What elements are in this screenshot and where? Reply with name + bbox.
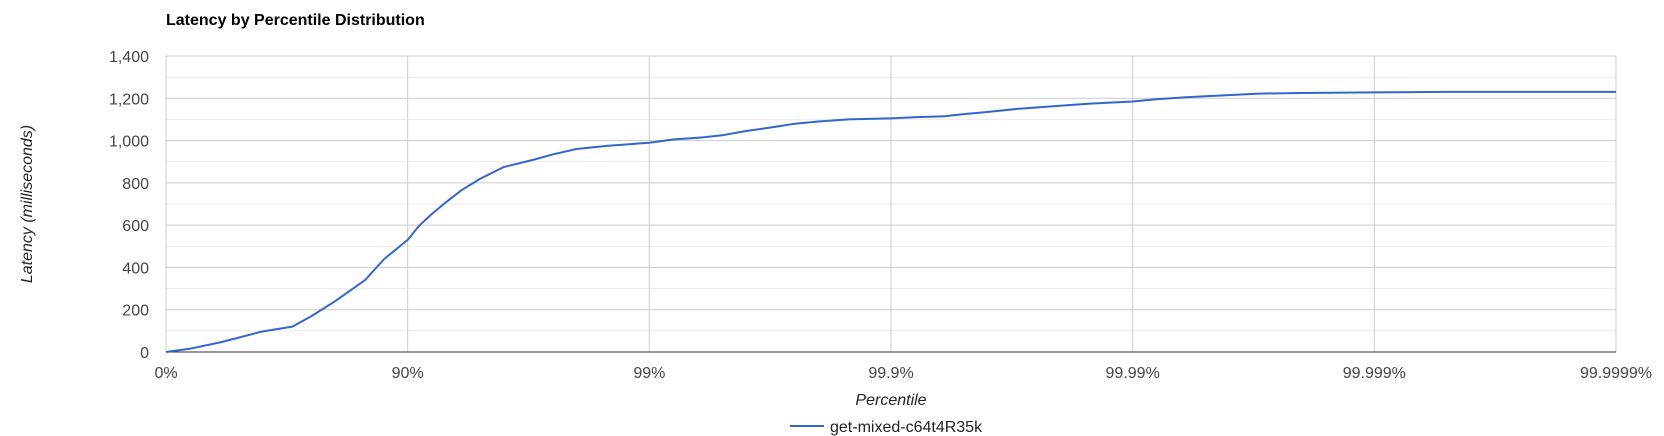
y-tick-label: 800 bbox=[122, 176, 149, 193]
legend-label: get-mixed-c64t4R35k bbox=[830, 419, 983, 436]
x-axis-ticks: 0% 90% 99% 99.9% 99.99% 99.999% 99.9999% bbox=[154, 365, 1652, 382]
grid bbox=[165, 55, 1617, 353]
y-tick-label: 0 bbox=[140, 345, 149, 362]
legend[interactable]: get-mixed-c64t4R35k bbox=[790, 419, 983, 436]
x-tick-label: 99.99% bbox=[1106, 365, 1160, 382]
x-axis-title: Percentile bbox=[855, 392, 926, 409]
series-layer bbox=[165, 90, 1616, 353]
x-tick-label: 99.9999% bbox=[1580, 365, 1652, 382]
chart-title: Latency by Percentile Distribution bbox=[166, 12, 425, 29]
y-tick-label: 400 bbox=[122, 260, 149, 277]
x-tick-label: 99.9% bbox=[868, 365, 913, 382]
x-tick-label: 0% bbox=[154, 365, 177, 382]
y-tick-label: 1,400 bbox=[109, 49, 149, 66]
x-tick-label: 99% bbox=[633, 365, 665, 382]
series-line bbox=[165, 90, 1616, 353]
y-axis-ticks: 0 200 400 600 800 1,000 1,200 1,400 bbox=[109, 49, 149, 362]
y-axis-title: Latency (milliseconds) bbox=[19, 125, 36, 283]
x-tick-label: 90% bbox=[392, 365, 424, 382]
y-tick-label: 1,200 bbox=[109, 91, 149, 108]
y-tick-label: 200 bbox=[122, 303, 149, 320]
y-tick-label: 1,000 bbox=[109, 134, 149, 151]
y-tick-label: 600 bbox=[122, 218, 149, 235]
x-tick-label: 99.999% bbox=[1343, 365, 1406, 382]
